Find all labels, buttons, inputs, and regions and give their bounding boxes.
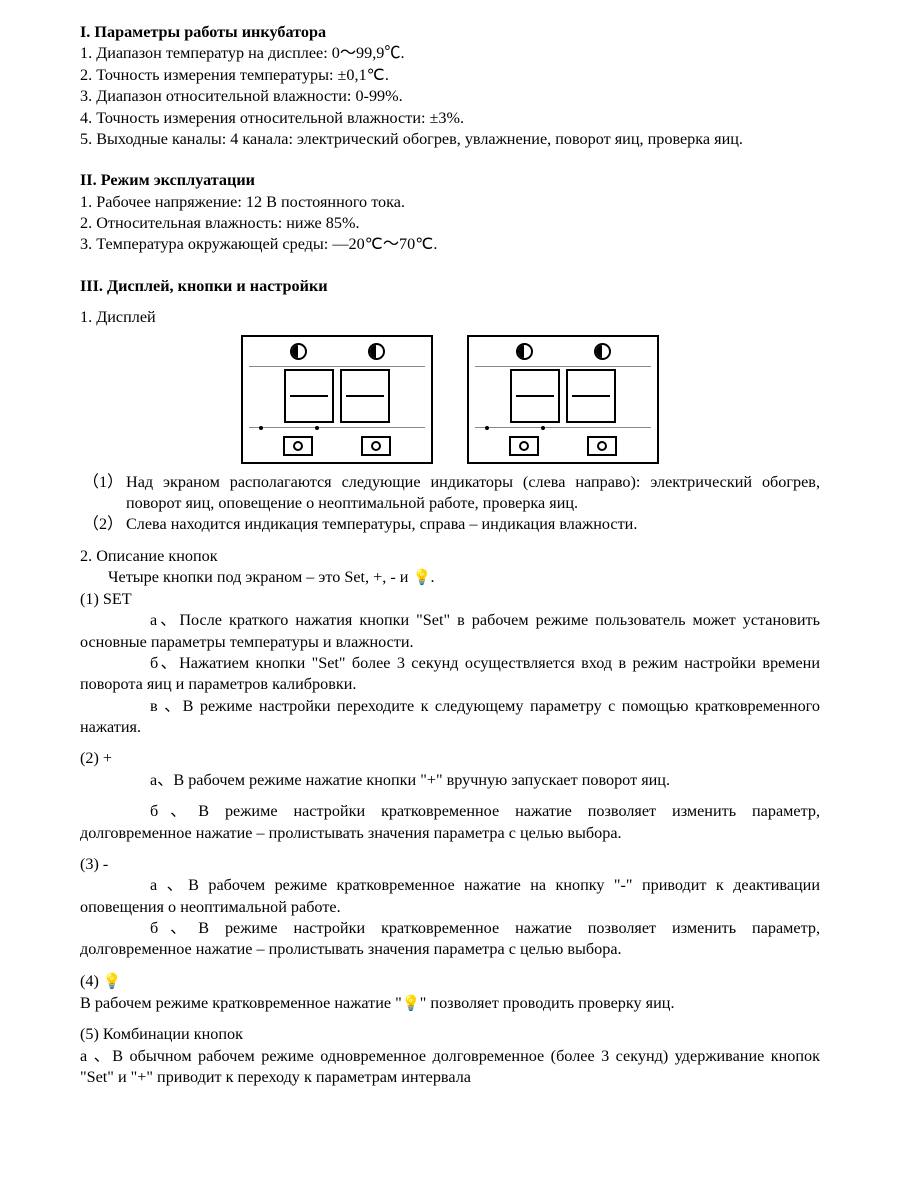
btn-3-b: б、В режиме настройки кратковременное наж… [80,918,820,961]
s3-p2b: Четыре кнопки под экраном – это Set, +, … [80,567,820,589]
btn-2-a: а、В рабочем режиме нажатие кнопки "+" вр… [80,770,820,791]
btn-1-head: (1) SET [80,589,820,610]
panel-button-icon [283,436,313,456]
light-bulb-icon: 💡 [412,569,430,589]
display-diagram [80,335,820,464]
section-2-title: II. Режим эксплуатации [80,170,820,191]
btn-5-a: а 、В обычном рабочем режиме одновременно… [80,1046,820,1089]
s2-line-1: 1. Рабочее напряжение: 12 В постоянного … [80,192,820,213]
section-1-title: I. Параметры работы инкубатора [80,22,820,43]
s1-line-3: 3. Диапазон относительной влажности: 0-9… [80,86,820,107]
seven-segment-digit [284,369,334,423]
btn-4-a-post: " позволяет проводить проверку яиц. [420,994,675,1012]
btn-1-b: б、Нажатием кнопки "Set" более 3 секунд о… [80,653,820,696]
indicator-led-icon [594,343,611,360]
panel-button-icon [509,436,539,456]
numbered-text: Слева находится индикация температуры, с… [126,514,820,535]
s1-line-4: 4. Точность измерения относительной влаж… [80,108,820,129]
s3-p2b-post: . [430,568,434,586]
btn-4-a: В рабочем режиме кратковременное нажатие… [80,993,820,1015]
seven-segment-digit [510,369,560,423]
s3-p2a: 2. Описание кнопок [80,546,820,567]
btn-1-c: в 、В режиме настройки переходите к следу… [80,696,820,739]
s1-line-1: 1. Диапазон температур на дисплее: 0～99,… [80,43,820,64]
s2-line-3: 3. Температура окружающей среды: —20℃～70… [80,234,820,255]
btn-4-head: (4) 💡 [80,971,820,993]
indicator-led-icon [368,343,385,360]
btn-3-a: а 、В рабочем режиме кратковременное нажа… [80,875,820,918]
device [241,335,659,464]
s3-p2b-pre: Четыре кнопки под экраном – это Set, +, … [108,568,412,586]
numbered-marker: （2） [80,514,126,535]
btn-2-b: б、В режиме настройки кратковременное наж… [80,801,820,844]
panel-button-icon [361,436,391,456]
light-bulb-icon: 💡 [402,995,420,1015]
numbered-text: Над экраном располагаются следующие инди… [126,472,820,515]
btn-2-head: (2) + [80,748,820,769]
s3-note-2: （2） Слева находится индикация температур… [80,514,820,535]
btn-3-head: (3) - [80,854,820,875]
s1-line-2: 2. Точность измерения температуры: ±0,1℃… [80,65,820,86]
btn-5-head: (5) Комбинации кнопок [80,1024,820,1045]
s2-line-2: 2. Относительная влажность: ниже 85%. [80,213,820,234]
section-3-title: III. Дисплей, кнопки и настройки [80,276,820,297]
btn-4-head-pre: (4) [80,972,103,990]
light-bulb-icon: 💡 [103,973,121,993]
panel-button-icon [587,436,617,456]
numbered-marker: （1） [80,472,126,515]
panel-left [241,335,433,464]
s1-line-5: 5. Выходные каналы: 4 канала: электричес… [80,129,820,150]
btn-1-a: а、После краткого нажатия кнопки "Set" в … [80,610,820,653]
s3-note-1: （1） Над экраном располагаются следующие … [80,472,820,515]
btn-4-a-pre: В рабочем режиме кратковременное нажатие… [80,994,402,1012]
indicator-led-icon [516,343,533,360]
s3-p1: 1. Дисплей [80,307,820,328]
panel-right [467,335,659,464]
indicator-led-icon [290,343,307,360]
seven-segment-digit [340,369,390,423]
seven-segment-digit [566,369,616,423]
